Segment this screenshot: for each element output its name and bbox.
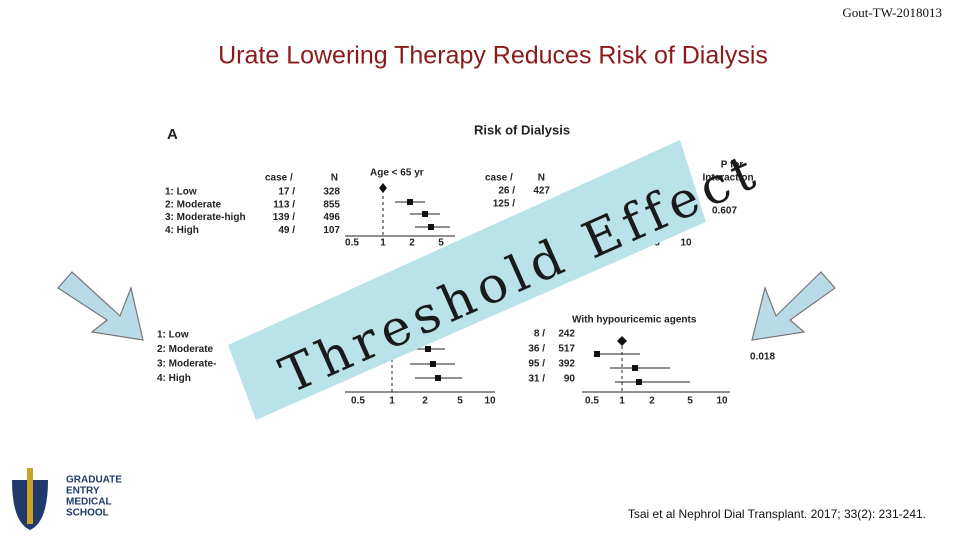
axis-tick-label: 5 bbox=[457, 396, 463, 407]
n-count: 517 bbox=[558, 344, 575, 355]
column-header: case / bbox=[265, 173, 293, 184]
n-count: 392 bbox=[558, 359, 575, 370]
axis-tick-label: 5 bbox=[438, 238, 444, 249]
n-count: 242 bbox=[558, 329, 575, 340]
slide-code: Gout-TW-2018013 bbox=[842, 5, 942, 20]
axis-tick-label: 1 bbox=[389, 396, 395, 407]
case-count: 49 / bbox=[278, 225, 295, 236]
n-count: 427 bbox=[533, 186, 550, 197]
case-count: 139 / bbox=[273, 212, 295, 223]
n-count: 855 bbox=[323, 199, 340, 210]
overlay-text: Threshold Effect bbox=[272, 141, 769, 405]
axis-tick-label: 10 bbox=[680, 238, 692, 249]
row-label: 2: Moderate bbox=[165, 199, 222, 210]
row-label: 4: High bbox=[165, 225, 199, 236]
logo: GRADUATE ENTRY MEDICAL SCHOOL bbox=[12, 468, 122, 530]
axis-tick-label: 10 bbox=[716, 396, 728, 407]
axis-tick-label: 0.5 bbox=[345, 238, 359, 249]
subgroup-label: With hypouricemic agents bbox=[572, 315, 697, 326]
figure-markers bbox=[379, 183, 642, 385]
subgroup-label: Age < 65 yr bbox=[370, 168, 424, 179]
axis-tick-label: 1 bbox=[380, 238, 386, 249]
p-value: 0.018 bbox=[750, 352, 775, 363]
logo-text: ENTRY bbox=[66, 486, 100, 497]
case-count: 8 / bbox=[534, 329, 545, 340]
interaction-header: Interaction bbox=[702, 173, 753, 184]
case-count: 113 / bbox=[273, 199, 295, 210]
case-count: 36 / bbox=[528, 344, 545, 355]
case-count: 17 / bbox=[278, 187, 295, 198]
logo-text: MEDICAL bbox=[66, 497, 112, 508]
axis-tick-label: 1 bbox=[619, 396, 625, 407]
axis-tick-label: 0.5 bbox=[585, 396, 599, 407]
tables: 1: Low 17 / 328 2: Moderate 113 / 855 3: Moder… bbox=[157, 186, 728, 407]
case-count: 31 / bbox=[528, 374, 545, 385]
row-label: 2: Moderate bbox=[157, 344, 214, 355]
row-label: 1: Low bbox=[157, 330, 189, 341]
column-header: N bbox=[331, 173, 338, 184]
case-count: 95 / bbox=[528, 359, 545, 370]
case-count: 26 / bbox=[498, 186, 515, 197]
row-label: 3: Moderate-high bbox=[165, 212, 246, 223]
p-value: 0.607 bbox=[712, 206, 737, 217]
n-count: 107 bbox=[323, 225, 340, 236]
axis-tick-label: 2 bbox=[422, 396, 428, 407]
case-count: 125 / bbox=[493, 199, 515, 210]
arrows bbox=[57, 271, 836, 341]
slide-title: Urate Lowering Therapy Reduces Risk of D… bbox=[218, 42, 768, 70]
axis-tick-label: 2 bbox=[409, 238, 415, 249]
row-label: 1: Low bbox=[165, 187, 197, 198]
figure-title: Risk of Dialysis bbox=[474, 122, 570, 137]
axis-tick-label: 2 bbox=[649, 396, 655, 407]
n-count: 496 bbox=[323, 212, 340, 223]
panel-label: A bbox=[167, 126, 178, 143]
logo-text: GRADUATE bbox=[66, 475, 122, 486]
column-header: N bbox=[538, 173, 545, 184]
column-header: case / bbox=[485, 173, 513, 184]
axis-tick-label: 0.5 bbox=[351, 396, 365, 407]
citation: Tsai et al Nephrol Dial Transplant. 2017… bbox=[628, 507, 926, 521]
n-count: 328 bbox=[323, 187, 340, 198]
n-count: 90 bbox=[564, 374, 576, 385]
axis-tick-label: 10 bbox=[484, 396, 496, 407]
row-label: 3: Moderate- bbox=[157, 359, 216, 370]
logo-text: SCHOOL bbox=[66, 508, 109, 519]
row-label: 4: High bbox=[157, 373, 191, 384]
axis-tick-label: 5 bbox=[687, 396, 693, 407]
interaction-header: P for bbox=[721, 160, 744, 171]
